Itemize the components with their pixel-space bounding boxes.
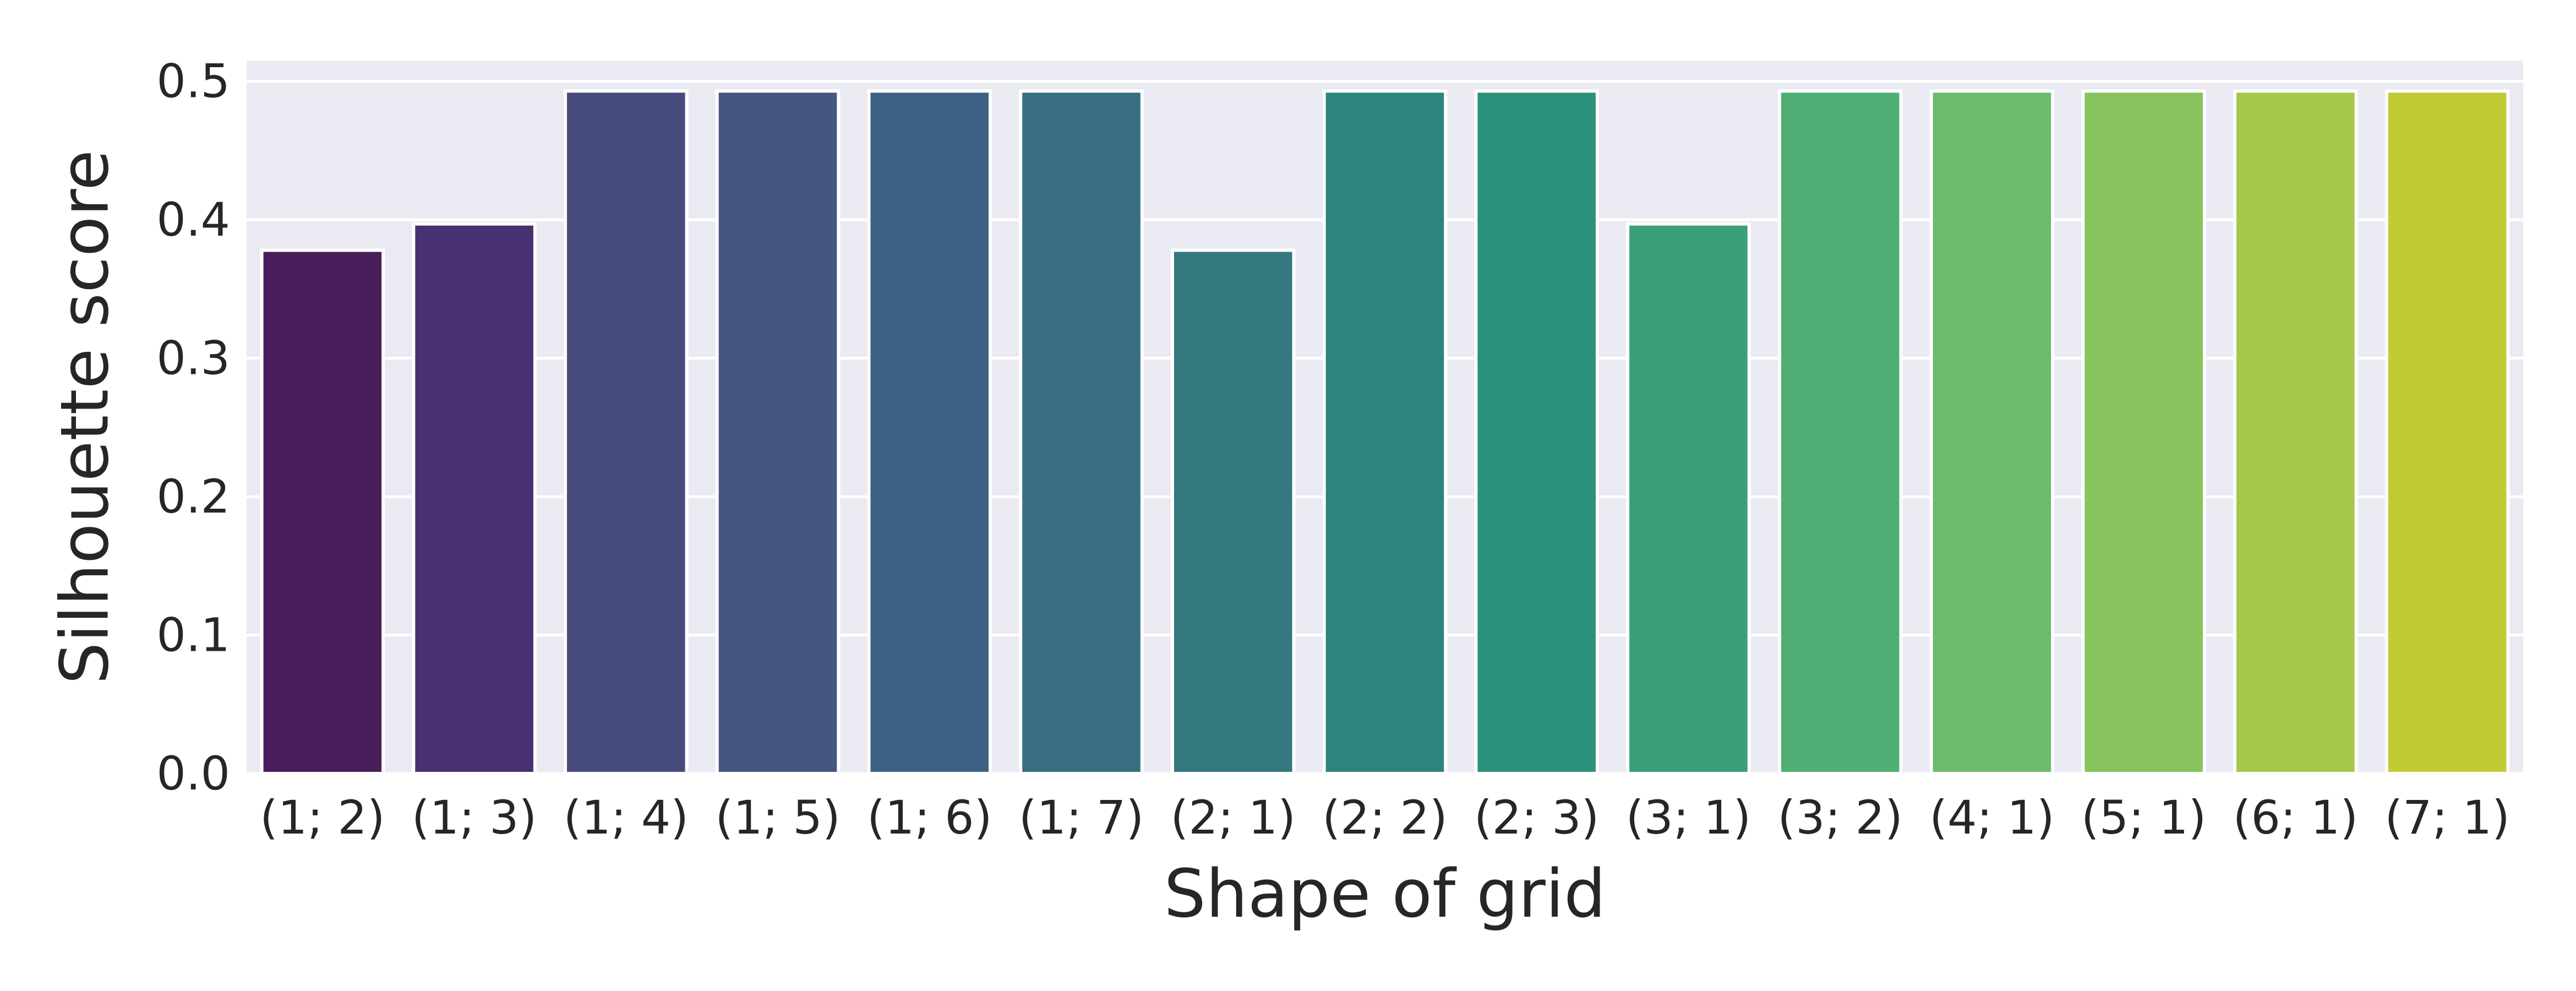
- bar: [412, 222, 537, 775]
- x-tick-label: (2; 2): [1322, 791, 1447, 845]
- x-axis-title: Shape of grid: [1164, 856, 1606, 933]
- x-tick-label: (1; 4): [564, 791, 689, 845]
- bar: [260, 248, 385, 776]
- bar: [564, 89, 689, 775]
- x-tick-label: (2; 1): [1171, 791, 1296, 845]
- bar: [1777, 89, 1903, 775]
- y-tick-label: 0.0: [156, 747, 230, 801]
- bar: [1322, 89, 1448, 775]
- bars: [260, 89, 2510, 776]
- bar: [715, 89, 841, 775]
- y-tick-label: 0.5: [156, 55, 230, 108]
- x-tick-label: (4; 1): [1929, 791, 2054, 845]
- bar: [1019, 89, 1144, 775]
- y-tick-label: 0.2: [156, 470, 230, 524]
- bar: [1170, 248, 1296, 776]
- bar: [1474, 89, 1600, 775]
- x-tick-label: (1; 7): [1019, 791, 1144, 845]
- x-tick-label: (1; 6): [867, 791, 992, 845]
- bar: [1626, 222, 1751, 775]
- y-tick-label: 0.1: [156, 608, 230, 662]
- y-tick-labels: 0.0 0.1 0.2 0.3 0.4 0.5: [156, 55, 230, 801]
- x-tick-label: (5; 1): [2081, 791, 2206, 845]
- x-tick-label: (6; 1): [2233, 791, 2358, 845]
- bar: [2081, 89, 2206, 775]
- y-tick-label: 0.3: [156, 331, 230, 385]
- y-axis-title: Silhouette score: [47, 150, 124, 684]
- bar: [867, 89, 992, 775]
- x-tick-label: (7; 1): [2384, 791, 2509, 845]
- x-tick-label: (1; 2): [260, 791, 385, 845]
- x-tick-label: (1; 3): [412, 791, 537, 845]
- x-tick-label: (3; 2): [1777, 791, 1902, 845]
- bar: [2233, 89, 2358, 775]
- x-tick-label: (1; 5): [715, 791, 840, 845]
- bar: [2384, 89, 2510, 775]
- x-tick-labels: (1; 2) (1; 3) (1; 4) (1; 5) (1; 6) (1; 7) (2; …: [260, 791, 2510, 845]
- bar: [1929, 89, 2055, 775]
- y-tick-label: 0.4: [156, 193, 230, 247]
- x-tick-label: (3; 1): [1626, 791, 1751, 845]
- x-tick-label: (2; 3): [1474, 791, 1599, 845]
